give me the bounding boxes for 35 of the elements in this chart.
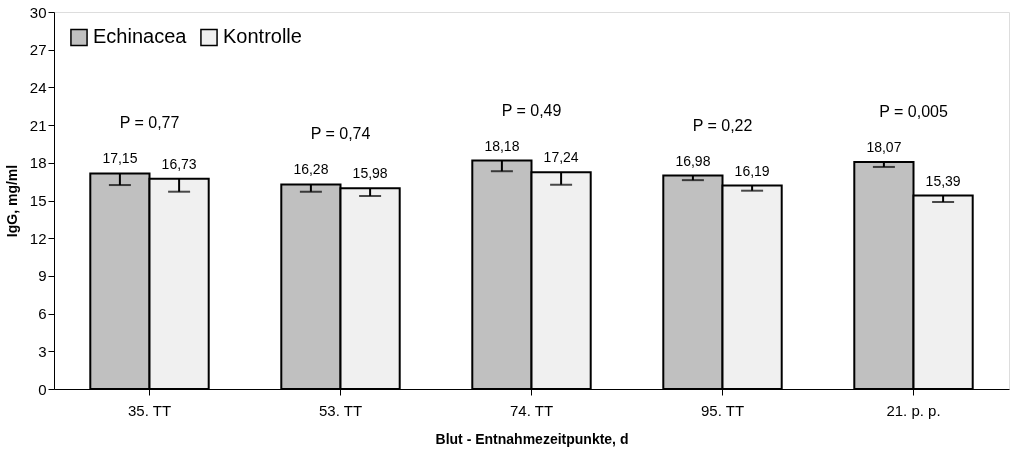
y-tick-label: 18 (29, 154, 47, 172)
data-label: 16,19 (734, 162, 770, 179)
y-tick-label: 9 (38, 267, 47, 285)
y-tick-label: 27 (29, 41, 47, 59)
y-tick-label: 30 (29, 3, 47, 21)
annotation: P = 0,77 (119, 114, 180, 132)
data-label: 15,98 (352, 165, 388, 182)
y-tick-label: 6 (38, 305, 47, 323)
annotation: P = 0,74 (310, 125, 371, 143)
annotation: P = 0,005 (879, 102, 948, 120)
legend-label: Echinacea (93, 25, 188, 48)
annotation: P = 0,22 (692, 116, 753, 134)
x-tick-label: 53. TT (318, 401, 363, 419)
data-label: 16,98 (675, 152, 711, 169)
x-tick-label: 21. p. p. (886, 401, 941, 419)
x-axis-title: Blut - Entnahmezeitpunkte, d (435, 430, 629, 447)
data-label: 16,73 (161, 155, 197, 172)
data-label: 15,39 (925, 172, 961, 189)
data-label: 18,07 (866, 138, 902, 155)
x-tick-label: 74. TT (509, 401, 554, 419)
y-tick-label: 21 (29, 116, 47, 134)
annotation: P = 0,49 (501, 101, 562, 119)
y-axis-title: IgG, mg/ml (3, 164, 20, 238)
data-label: 16,28 (293, 161, 329, 178)
y-tick-label: 0 (38, 380, 47, 398)
legend-label: Kontrolle (223, 25, 302, 48)
y-tick-label: 3 (38, 342, 47, 360)
y-tick-label: 24 (29, 78, 47, 96)
data-label: 17,15 (102, 150, 138, 167)
data-label: 18,18 (484, 137, 520, 154)
y-tick-label: 15 (29, 192, 47, 209)
data-label: 17,24 (543, 149, 579, 166)
x-tick-label: 35. TT (127, 401, 172, 419)
y-tick-label: 12 (29, 229, 47, 247)
x-tick-label: 95. TT (700, 401, 745, 419)
